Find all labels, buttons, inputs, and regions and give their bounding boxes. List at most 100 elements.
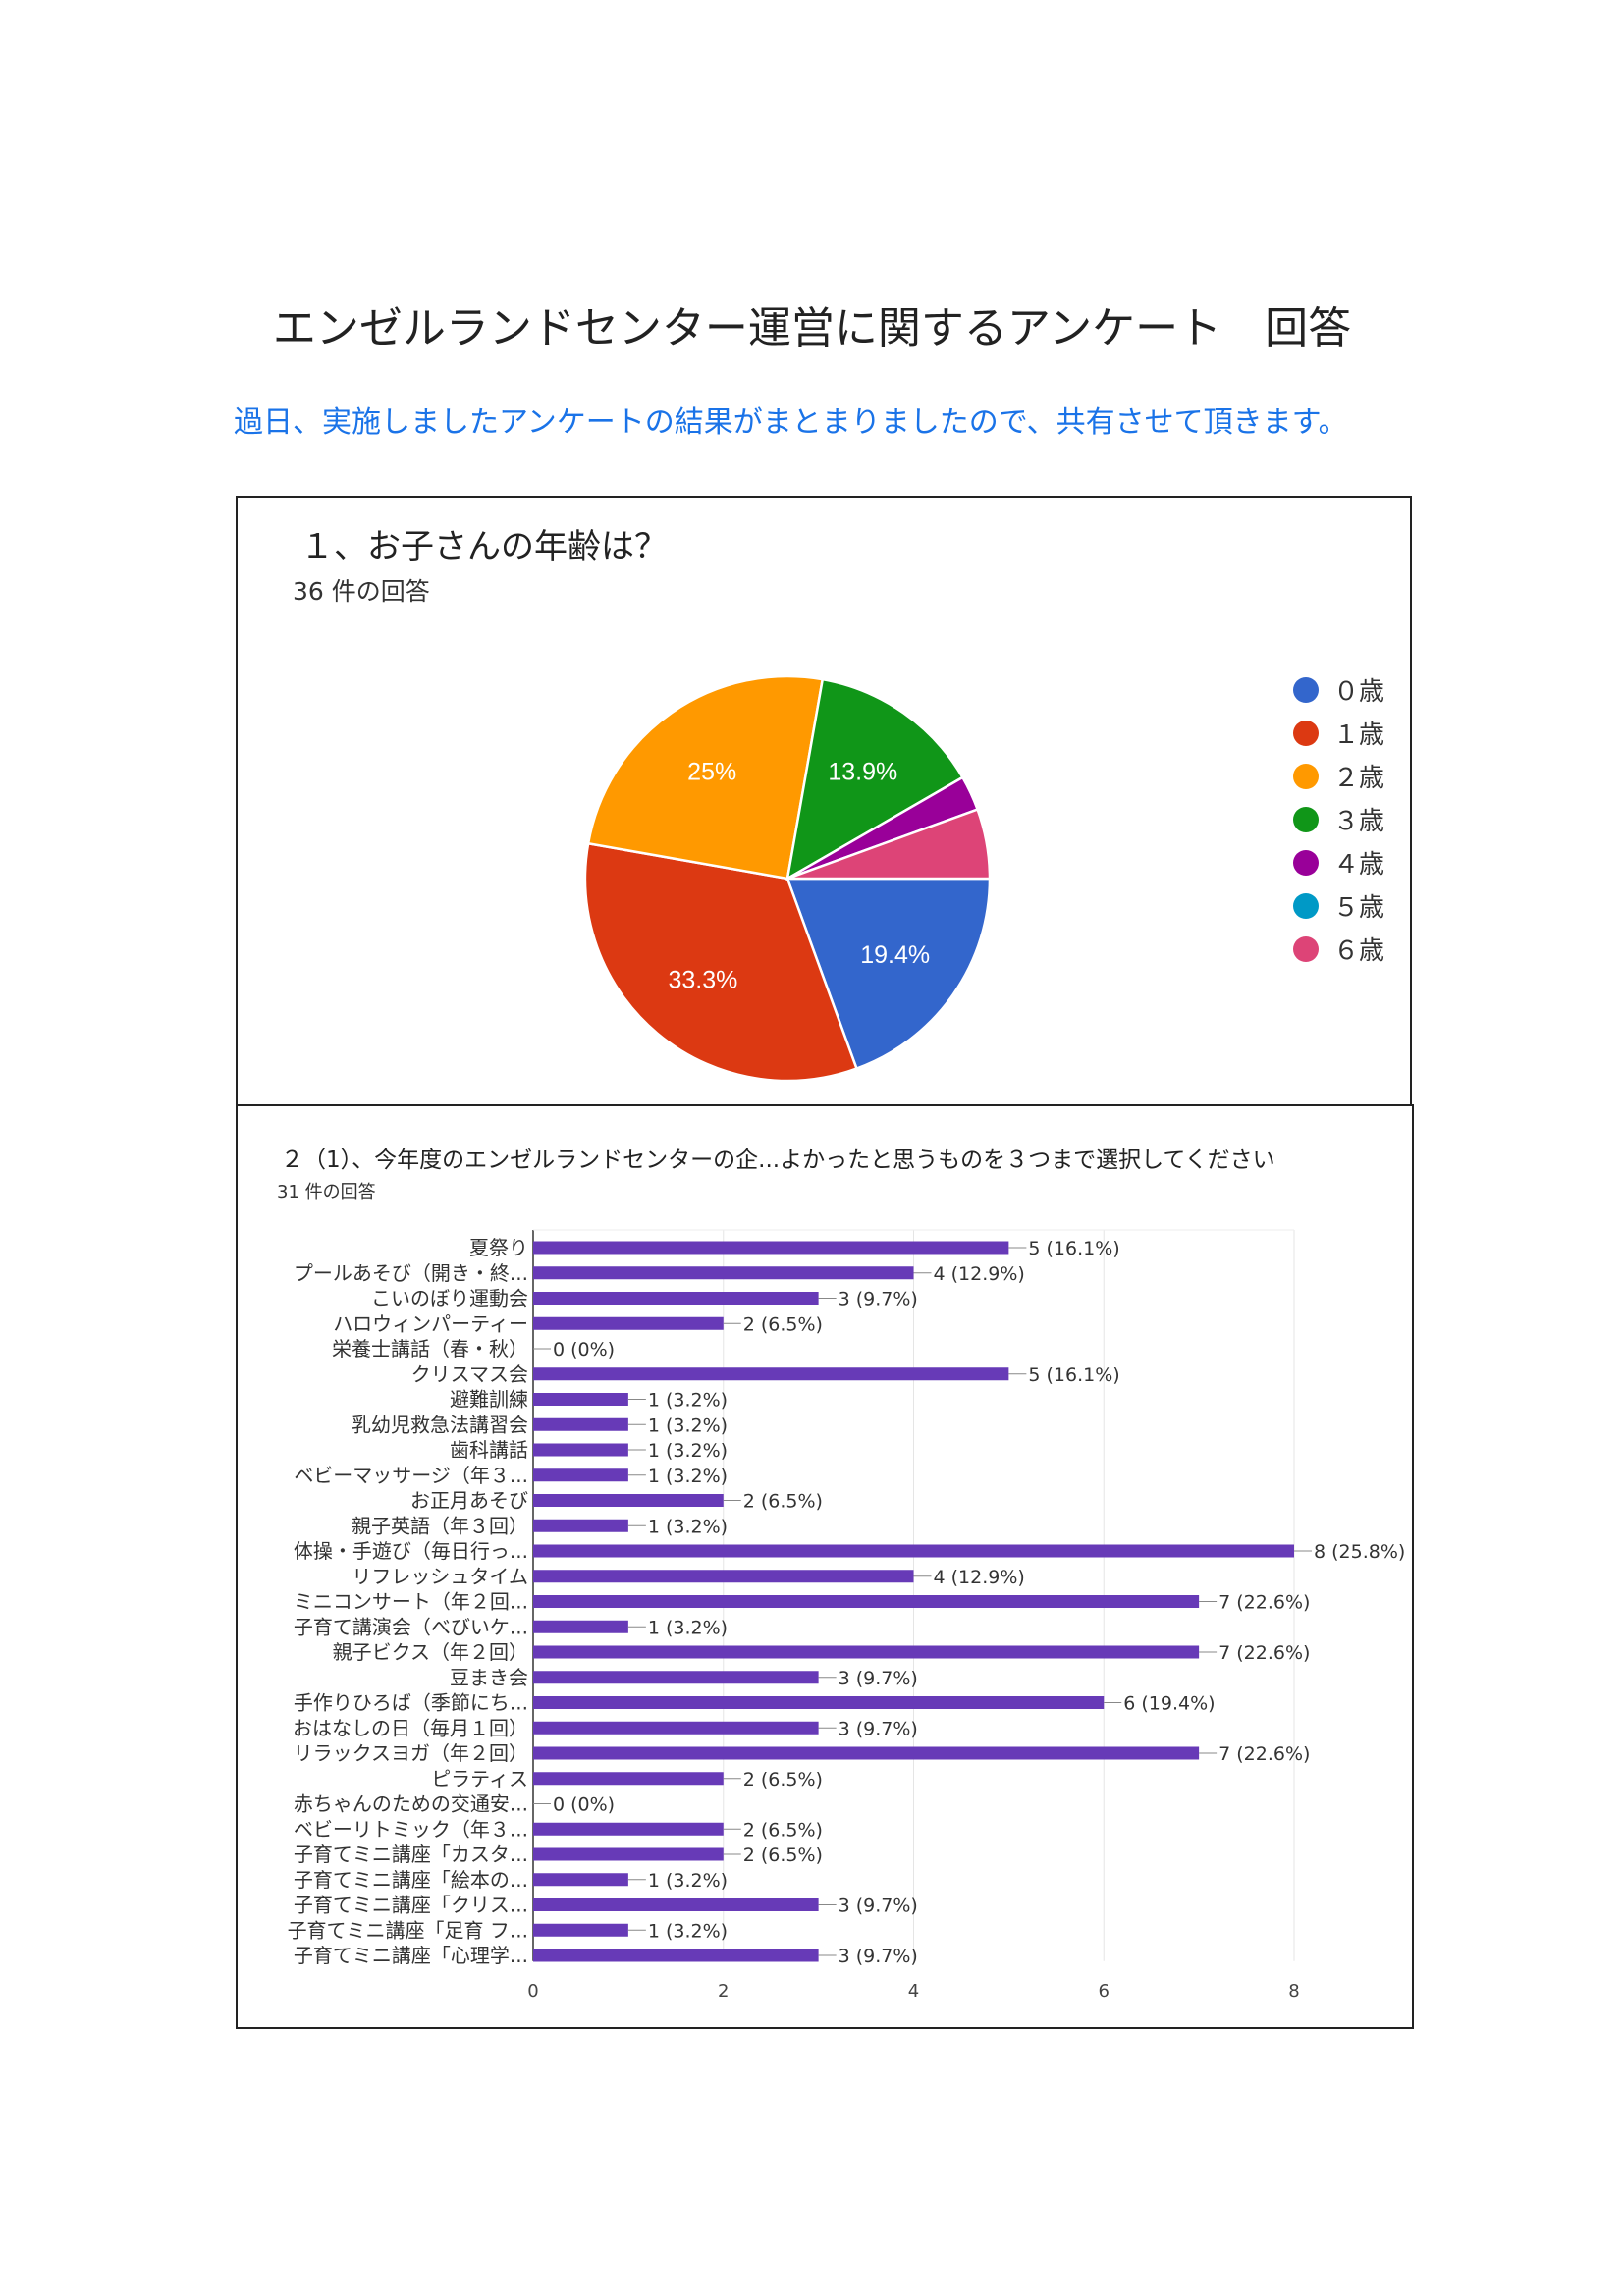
data-label: 7 (22.6%) bbox=[1218, 1592, 1310, 1614]
legend-swatch bbox=[1293, 893, 1319, 919]
data-label: 5 (16.1%) bbox=[1028, 1364, 1119, 1386]
bar bbox=[533, 1241, 1009, 1255]
bar bbox=[533, 1923, 628, 1937]
bar bbox=[533, 1873, 628, 1887]
x-tick-label: 8 bbox=[1288, 1981, 1299, 2002]
bar bbox=[533, 1772, 724, 1786]
bar bbox=[533, 1519, 628, 1532]
legend-swatch bbox=[1293, 850, 1319, 876]
legend-label: ３歳 bbox=[1333, 807, 1384, 836]
data-label: 2 (6.5%) bbox=[743, 1844, 823, 1866]
bar bbox=[533, 1468, 628, 1482]
bar bbox=[533, 1570, 914, 1583]
category-label: おはなしの日（毎月１回） bbox=[293, 1716, 528, 1739]
data-label: 1 (3.2%) bbox=[648, 1617, 728, 1638]
data-label: 8 (25.8%) bbox=[1314, 1541, 1405, 1563]
legend-label: ５歳 bbox=[1333, 893, 1384, 923]
bar bbox=[533, 1292, 819, 1305]
category-label: クリスマス会 bbox=[411, 1362, 528, 1386]
bar bbox=[533, 1645, 1200, 1659]
bar bbox=[533, 1847, 724, 1861]
legend-label: ２歳 bbox=[1333, 764, 1384, 793]
category-label: ピラティス bbox=[431, 1767, 528, 1790]
legend-label: ０歳 bbox=[1333, 677, 1384, 707]
bar bbox=[533, 1620, 628, 1633]
data-label: 0 (0%) bbox=[553, 1339, 615, 1361]
category-label: 豆まき会 bbox=[450, 1666, 528, 1689]
pie-chart: 19.4% 33.3% 25% 13.9% ０歳 １歳 ２歳 ３歳 ４歳 ５歳 ６歳 bbox=[583, 674, 1384, 1083]
page-subtitle: 過日、実施しましたアンケートの結果がまとまりましたので、共有させて頂きます。 bbox=[234, 405, 1348, 440]
category-label: こいのぼり運動会 bbox=[371, 1287, 528, 1310]
legend-swatch bbox=[1293, 721, 1319, 746]
legend-label: ６歳 bbox=[1333, 936, 1384, 966]
data-label: 1 (3.2%) bbox=[648, 1920, 728, 1942]
category-label: 栄養士講話（春・秋） bbox=[332, 1337, 528, 1361]
data-label: 1 (3.2%) bbox=[648, 1466, 728, 1487]
pie-chart-card: １、お子さんの年齢は？ 36 件の回答 19.4% 33.3% 25% 13.9% ０歳… bbox=[236, 496, 1412, 1106]
data-label: 1 (3.2%) bbox=[648, 1516, 728, 1537]
bar bbox=[533, 1417, 628, 1431]
category-label: 親子英語（年３回） bbox=[352, 1514, 528, 1537]
data-label: 2 (6.5%) bbox=[743, 1769, 823, 1790]
category-label: ハロウィンパーティー bbox=[333, 1311, 528, 1335]
category-label: 歯科講話 bbox=[450, 1438, 528, 1462]
pie-slice bbox=[785, 677, 965, 881]
bar bbox=[533, 1544, 1294, 1558]
data-label: 3 (9.7%) bbox=[839, 1668, 918, 1689]
category-label: 体操・手遊び（毎日行っ... bbox=[294, 1539, 528, 1563]
data-label: 0 (0%) bbox=[553, 1794, 615, 1816]
category-label: 赤ちゃんのための交通安... bbox=[294, 1792, 528, 1816]
bar bbox=[533, 1443, 628, 1457]
legend-swatch bbox=[1293, 764, 1319, 789]
category-label: 夏祭り bbox=[469, 1236, 528, 1259]
bar bbox=[533, 1367, 1009, 1381]
slice-label: 33.3% bbox=[668, 967, 737, 994]
category-label: 避難訓練 bbox=[450, 1388, 528, 1412]
bar-chart-card: ２（1）、今年度のエンゼルランドセンターの企...よかったと思うものを３つまで選… bbox=[236, 1104, 1414, 2029]
bar bbox=[533, 1671, 819, 1684]
pie-slice bbox=[786, 807, 992, 881]
bar bbox=[533, 1316, 724, 1330]
slice-label: 19.4% bbox=[860, 941, 930, 969]
bar-chart: 0 2 4 6 8 夏祭り 5 (16.1%) プールあそび（開き・終... 4 (12.9%)… bbox=[288, 1229, 1405, 2002]
bar bbox=[533, 1393, 628, 1406]
x-tick-label: 6 bbox=[1099, 1981, 1110, 2002]
category-label: リラックスヨガ（年２回） bbox=[294, 1741, 528, 1765]
response-count: 31 件の回答 bbox=[277, 1182, 376, 1202]
data-label: 1 (3.2%) bbox=[648, 1870, 728, 1892]
data-label: 4 (12.9%) bbox=[934, 1567, 1025, 1588]
page-title: エンゼルランドセンター運営に関するアンケート 回答 bbox=[272, 303, 1352, 353]
legend-label: ４歳 bbox=[1333, 850, 1384, 880]
category-label: ベビーマッサージ（年３... bbox=[294, 1464, 528, 1487]
data-label: 2 (6.5%) bbox=[743, 1491, 823, 1513]
x-tick-label: 2 bbox=[718, 1981, 729, 2002]
x-tick-label: 4 bbox=[908, 1981, 919, 2002]
category-label: ミニコンサート（年２回... bbox=[294, 1590, 528, 1614]
category-label: 子育てミニ講座「心理学... bbox=[294, 1944, 528, 1967]
category-label: 親子ビクス（年２回） bbox=[333, 1640, 528, 1664]
bar bbox=[533, 1696, 1105, 1709]
bar bbox=[533, 1949, 819, 1962]
bar bbox=[533, 1746, 1200, 1760]
data-label: 5 (16.1%) bbox=[1028, 1238, 1119, 1259]
category-label: プールあそび（開き・終... bbox=[294, 1261, 528, 1285]
bar bbox=[533, 1822, 724, 1836]
bar bbox=[533, 1595, 1200, 1608]
bar bbox=[533, 1898, 819, 1911]
data-label: 3 (9.7%) bbox=[839, 1289, 918, 1310]
category-label: 子育てミニ講座「クリス... bbox=[294, 1894, 528, 1917]
slice-label: 25% bbox=[687, 758, 736, 785]
legend-swatch bbox=[1293, 936, 1319, 962]
bar bbox=[533, 1494, 724, 1507]
category-label: 手作りひろば（季節にち... bbox=[294, 1691, 528, 1715]
category-label: 子育てミニ講座「絵本の... bbox=[294, 1868, 528, 1892]
data-label: 2 (6.5%) bbox=[743, 1313, 823, 1335]
data-label: 2 (6.5%) bbox=[743, 1819, 823, 1841]
category-label: ベビーリトミック（年３... bbox=[294, 1817, 528, 1841]
category-label: お正月あそび bbox=[410, 1489, 528, 1513]
slice-label: 13.9% bbox=[828, 758, 897, 785]
category-label: 子育て講演会（べびいケ... bbox=[294, 1615, 528, 1638]
response-count: 36 件の回答 bbox=[293, 577, 430, 606]
pie-slice bbox=[586, 674, 825, 881]
bar bbox=[533, 1266, 914, 1280]
